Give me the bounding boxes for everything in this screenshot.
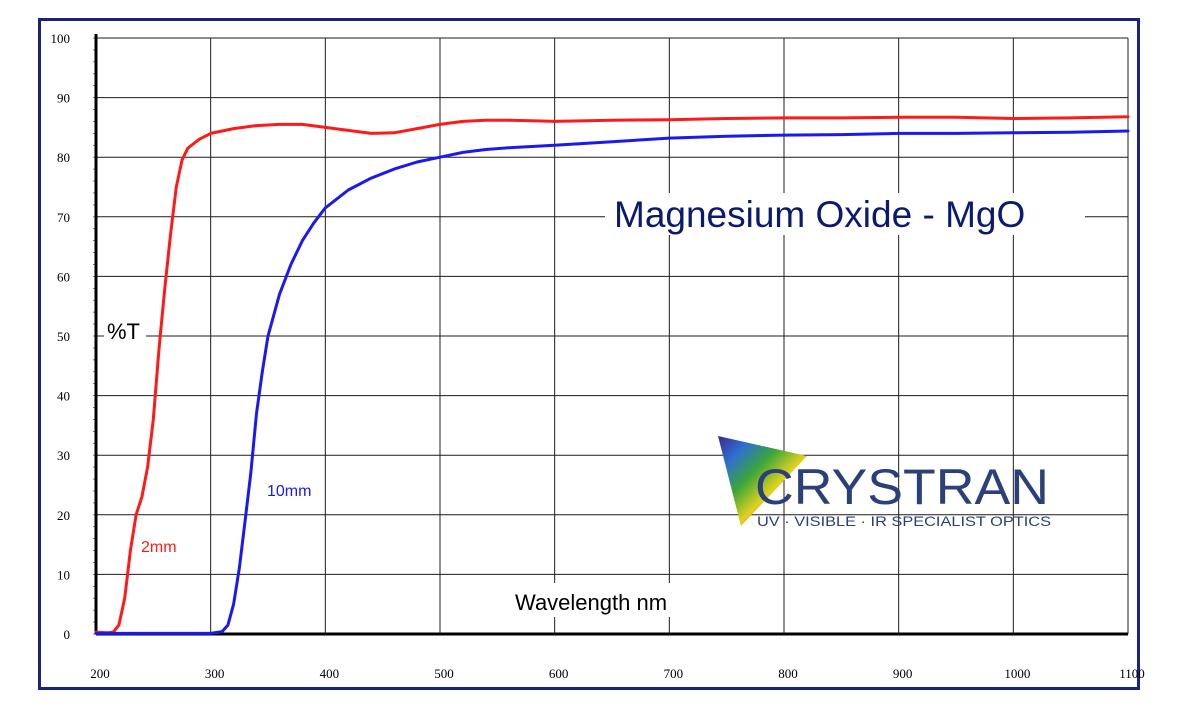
y-tick-label: 60 <box>57 269 70 284</box>
x-tick-label: 400 <box>320 666 340 681</box>
x-tick-label: 700 <box>664 666 684 681</box>
series-group <box>94 115 1130 635</box>
y-tick-label: 10 <box>57 567 70 582</box>
x-tick-label: 600 <box>549 666 569 681</box>
chart-title: Magnesium Oxide - MgO <box>614 194 1025 235</box>
y-tick-label: 0 <box>64 627 71 642</box>
logo-tagline: UV · VISIBLE · IR SPECIALIST OPTICS <box>757 514 1051 529</box>
x-tick-labels: 200 300 400 500 600 700 800 900 1000 1100 <box>90 666 1145 681</box>
y-tick-label: 100 <box>51 31 71 46</box>
y-axis-title: %T <box>107 319 140 344</box>
y-tick-label: 50 <box>57 329 70 344</box>
y-tick-label: 20 <box>57 508 70 523</box>
x-tick-label: 200 <box>90 666 110 681</box>
series-line-2mm <box>94 115 1130 635</box>
y-tick-label: 40 <box>57 389 70 404</box>
axes <box>93 34 1128 636</box>
y-tick-label: 30 <box>57 448 70 463</box>
x-tick-label: 900 <box>893 666 913 681</box>
series-label-2mm: 2mm <box>141 539 177 556</box>
x-tick-label: 500 <box>434 666 454 681</box>
y-tick-label: 70 <box>57 210 70 225</box>
x-tick-label: 800 <box>778 666 798 681</box>
y-tick-labels: 0 10 20 30 40 50 60 70 80 90 100 <box>51 31 71 642</box>
prism-icon <box>718 436 807 526</box>
series-label-10mm: 10mm <box>267 483 311 500</box>
x-tick-label: 300 <box>205 666 225 681</box>
y-tick-label: 80 <box>57 150 70 165</box>
series-line-10mm <box>94 129 1130 635</box>
x-axis-title: Wavelength nm <box>515 590 667 615</box>
crystran-logo: CRYSTRAN UV · VISIBLE · IR SPECIALIST OP… <box>718 436 1051 529</box>
chart-frame <box>38 18 1140 690</box>
logo-brand: CRYSTRAN <box>755 459 1049 515</box>
x-tick-label: 1000 <box>1004 666 1030 681</box>
y-tick-label: 90 <box>57 91 70 106</box>
grid-lines <box>96 37 1129 634</box>
x-tick-label: 1100 <box>1119 666 1145 681</box>
